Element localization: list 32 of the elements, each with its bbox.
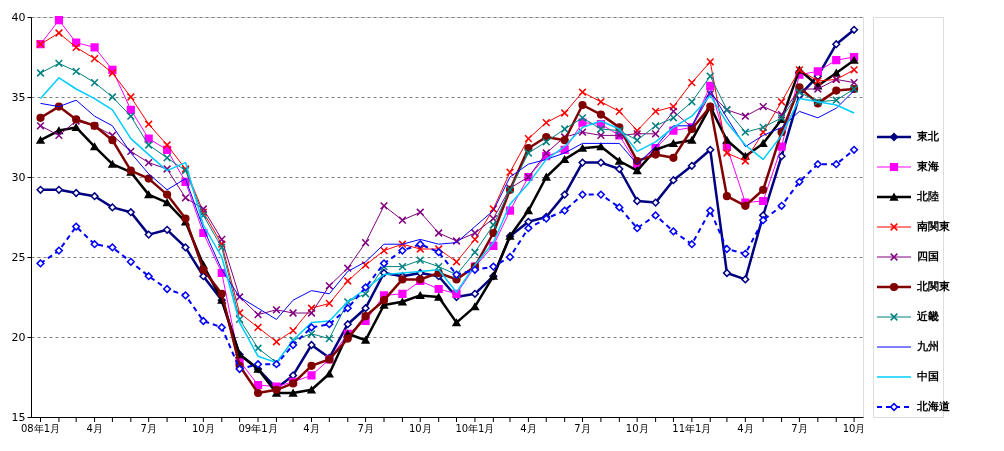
legend-label: 北関東	[916, 280, 951, 293]
x-tick-label: 4月	[737, 423, 754, 434]
legend-label: 東海	[916, 160, 939, 173]
x-tick-label: 7月	[140, 423, 157, 434]
x-tick-label: 4月	[520, 423, 537, 434]
x-tick-label: 11年1月	[672, 423, 712, 434]
y-tick-label: 40	[11, 10, 26, 24]
y-tick-label: 15	[11, 410, 26, 424]
x-tick-label: 10月	[625, 423, 649, 434]
legend-label: 北陸	[916, 190, 939, 203]
x-tick-label: 4月	[303, 423, 320, 434]
legend-label: 近畿	[916, 310, 939, 323]
x-tick-label: 7月	[791, 423, 808, 434]
legend-label: 南関東	[916, 220, 951, 233]
legend-label: 四国	[917, 250, 939, 263]
legend-label: 九州	[916, 340, 939, 353]
x-tick-label: 7月	[357, 423, 374, 434]
x-tick-label: 10月	[842, 423, 866, 434]
x-tick-label: 10月	[408, 423, 432, 434]
y-tick-label: 30	[11, 170, 26, 184]
y-tick-label: 25	[11, 250, 26, 264]
legend-label: 北海道	[916, 400, 951, 413]
x-tick-label: 08年1月	[20, 423, 61, 434]
x-tick-label: 10月	[191, 423, 215, 434]
x-tick-label: 7月	[574, 423, 591, 434]
y-tick-label: 35	[11, 90, 26, 104]
x-tick-label: 09年1月	[238, 423, 278, 434]
legend-label: 中国	[917, 370, 939, 383]
x-tick-label: 4月	[86, 423, 103, 434]
legend-label: 東北	[916, 130, 940, 143]
y-tick-label: 20	[11, 330, 26, 344]
x-tick-label: 10年1月	[455, 423, 495, 434]
